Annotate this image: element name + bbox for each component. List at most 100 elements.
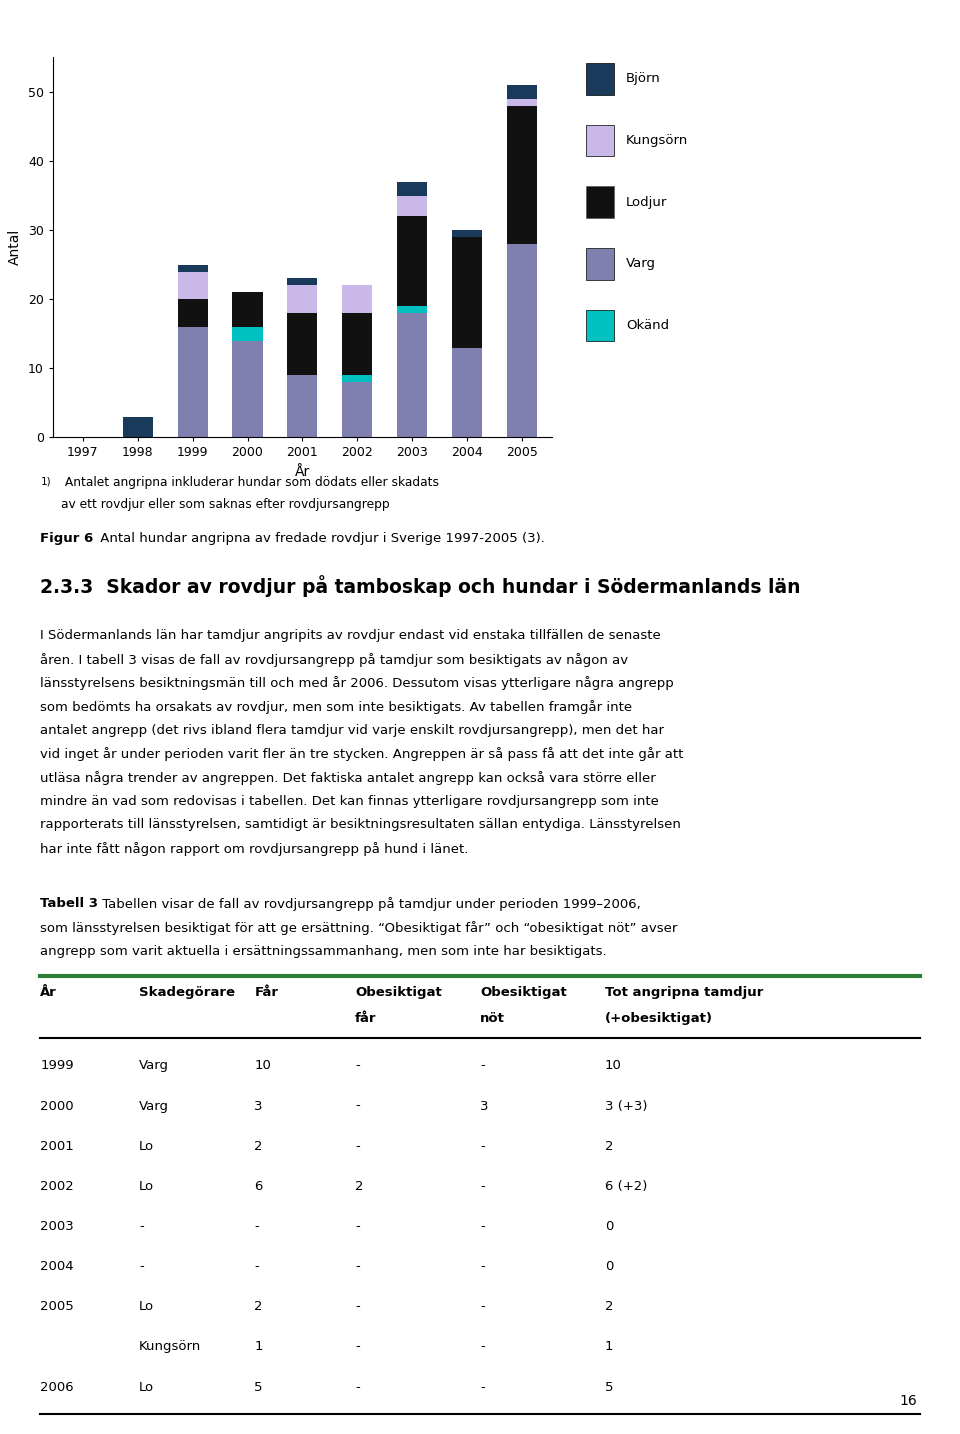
Text: 0: 0 — [605, 1220, 613, 1233]
Text: 2000: 2000 — [40, 1100, 74, 1113]
Bar — [397, 182, 427, 195]
Text: 1999: 1999 — [40, 1060, 74, 1073]
Text: -: - — [480, 1260, 485, 1273]
Text: 5: 5 — [254, 1381, 263, 1394]
Text: Antal hundar angripna av fredade rovdjur i Sverige 1997-2005 (3).: Antal hundar angripna av fredade rovdjur… — [96, 532, 545, 545]
Text: Tabellen visar de fall av rovdjursangrepp på tamdjur under perioden 1999–2006,: Tabellen visar de fall av rovdjursangrep… — [98, 898, 640, 911]
Bar — [507, 99, 537, 106]
Bar — [507, 85, 537, 99]
Bar — [287, 285, 318, 313]
Text: vid inget år under perioden varit fler än tre stycken. Angreppen är så pass få a: vid inget år under perioden varit fler ä… — [40, 747, 684, 761]
Text: får: får — [355, 1012, 376, 1025]
Text: antalet angrepp (det rivs ibland flera tamdjur vid varje enskilt rovdjursangrepp: antalet angrepp (det rivs ibland flera t… — [40, 724, 664, 737]
Text: -: - — [254, 1220, 259, 1233]
Bar — [342, 285, 372, 313]
Bar — [287, 278, 318, 285]
Text: Lo: Lo — [139, 1180, 155, 1193]
Text: Obesiktigat: Obesiktigat — [355, 987, 442, 999]
Bar — [287, 313, 318, 376]
Text: I Södermanlands län har tamdjur angripits av rovdjur endast vid enstaka tillfäll: I Södermanlands län har tamdjur angripit… — [40, 630, 661, 642]
Text: 1: 1 — [254, 1341, 263, 1354]
Text: -: - — [254, 1260, 259, 1273]
Bar — [397, 217, 427, 305]
Text: -: - — [355, 1220, 360, 1233]
Text: angrepp som varit aktuella i ersättningssammanhang, men som inte har besiktigats: angrepp som varit aktuella i ersättnings… — [40, 945, 607, 958]
Text: 2: 2 — [254, 1140, 263, 1153]
Bar — [178, 265, 207, 271]
Bar — [452, 237, 482, 347]
Text: av ett rovdjur eller som saknas efter rovdjursangrepp: av ett rovdjur eller som saknas efter ro… — [61, 499, 390, 512]
Text: 2005: 2005 — [40, 1301, 74, 1314]
Bar — [397, 305, 427, 313]
Bar — [507, 106, 537, 244]
Text: 1: 1 — [605, 1341, 613, 1354]
Text: 2: 2 — [355, 1180, 364, 1193]
Text: åren. I tabell 3 visas de fall av rovdjursangrepp på tamdjur som besiktigats av : åren. I tabell 3 visas de fall av rovdju… — [40, 652, 629, 667]
Text: 10: 10 — [605, 1060, 622, 1073]
Text: Skadegörare: Skadegörare — [139, 987, 235, 999]
Text: Lo: Lo — [139, 1301, 155, 1314]
Text: -: - — [480, 1381, 485, 1394]
Text: -: - — [355, 1381, 360, 1394]
Bar — [342, 313, 372, 376]
Bar — [287, 376, 318, 437]
Text: Okänd: Okänd — [626, 318, 669, 333]
Text: Lo: Lo — [139, 1381, 155, 1394]
Text: 2: 2 — [605, 1301, 613, 1314]
Text: 3: 3 — [254, 1100, 263, 1113]
Text: -: - — [355, 1341, 360, 1354]
Text: -: - — [480, 1140, 485, 1153]
Text: rapporterats till länsstyrelsen, samtidigt är besiktningsresultaten sällan entyd: rapporterats till länsstyrelsen, samtidi… — [40, 819, 682, 832]
Text: 6: 6 — [254, 1180, 263, 1193]
Text: Antalet angripna inkluderar hundar som dödats eller skadats: Antalet angripna inkluderar hundar som d… — [61, 476, 440, 489]
Text: Lo: Lo — [139, 1140, 155, 1153]
Bar — [232, 293, 263, 327]
Text: -: - — [355, 1100, 360, 1113]
Y-axis label: Antal: Antal — [9, 229, 22, 265]
X-axis label: År: År — [295, 465, 310, 479]
Text: Tot angripna tamdjur: Tot angripna tamdjur — [605, 987, 763, 999]
Text: Varg: Varg — [626, 257, 656, 271]
Text: -: - — [480, 1341, 485, 1354]
Text: Varg: Varg — [139, 1100, 169, 1113]
Bar — [232, 327, 263, 341]
Text: År: År — [40, 987, 57, 999]
Text: -: - — [139, 1220, 144, 1233]
Text: har inte fått någon rapport om rovdjursangrepp på hund i länet.: har inte fått någon rapport om rovdjursa… — [40, 842, 468, 856]
Text: 0: 0 — [605, 1260, 613, 1273]
Text: 3: 3 — [480, 1100, 489, 1113]
Bar — [178, 271, 207, 300]
Text: -: - — [480, 1220, 485, 1233]
Text: Lodjur: Lodjur — [626, 195, 667, 209]
Text: 2001: 2001 — [40, 1140, 74, 1153]
Text: 5: 5 — [605, 1381, 613, 1394]
Text: 2003: 2003 — [40, 1220, 74, 1233]
Text: -: - — [355, 1301, 360, 1314]
Text: som länsstyrelsen besiktigat för att ge ersättning. “Obesiktigat får” och “obesi: som länsstyrelsen besiktigat för att ge … — [40, 921, 678, 935]
Text: länsstyrelsens besiktningsmän till och med år 2006. Dessutom visas ytterligare n: länsstyrelsens besiktningsmän till och m… — [40, 677, 674, 690]
Bar — [397, 195, 427, 217]
Text: (+obesiktigat): (+obesiktigat) — [605, 1012, 712, 1025]
Text: Tabell 3: Tabell 3 — [40, 898, 98, 911]
Text: nöt: nöt — [480, 1012, 505, 1025]
Text: -: - — [480, 1060, 485, 1073]
Bar — [178, 300, 207, 327]
Text: 2.3.3  Skador av rovdjur på tamboskap och hundar i Södermanlands län: 2.3.3 Skador av rovdjur på tamboskap och… — [40, 575, 801, 597]
Text: -: - — [355, 1140, 360, 1153]
Text: 2: 2 — [254, 1301, 263, 1314]
Text: 1): 1) — [40, 476, 51, 486]
Bar — [232, 341, 263, 437]
Text: 2004: 2004 — [40, 1260, 74, 1273]
Text: Varg: Varg — [139, 1060, 169, 1073]
Text: -: - — [139, 1260, 144, 1273]
Text: -: - — [480, 1301, 485, 1314]
Text: 6 (+2): 6 (+2) — [605, 1180, 647, 1193]
Bar — [452, 347, 482, 437]
Bar — [507, 244, 537, 437]
Text: Björn: Björn — [626, 72, 660, 86]
Text: Kungsörn: Kungsörn — [626, 133, 688, 148]
Text: 2006: 2006 — [40, 1381, 74, 1394]
Bar — [342, 381, 372, 437]
Text: 2: 2 — [605, 1140, 613, 1153]
Bar — [123, 417, 153, 437]
